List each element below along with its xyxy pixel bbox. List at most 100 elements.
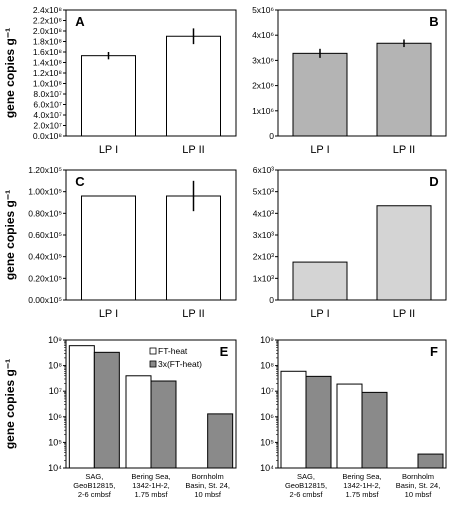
y-tick-label: 10⁷ [261,386,274,396]
x-tick-label: Basin, St. 24, [396,481,441,490]
panel-d: 0 1x10³ 2x10³ 3x10³ 4x10³ 5x10³ 6x10³ D LP I LP I… [253,165,447,320]
panel-a: 0.0x10⁸2.0x10⁷4.0x10⁷6.0x10⁷8.0x10⁷1.0x1… [33,5,237,156]
x-tick-label: 2-6 cmbsf [78,490,112,499]
x-tick-label: GeoB12815, [285,481,327,490]
y-tick-label: 1.20x10⁵ [28,165,62,175]
y-tick-label: 2.0x10⁸ [33,26,63,36]
x-tick-label: SAG, [85,472,103,481]
bar [417,453,444,469]
bar [280,370,307,469]
y-tick-label: 10⁴ [260,463,274,473]
y-tick-label: 5x10⁶ [252,5,274,15]
y-tick-label: 0.60x10⁵ [28,230,62,240]
x-tick-label: 2-6 cmbsf [290,490,324,499]
x-tick-label: Basin, St. 24, [185,481,230,490]
y-tick-label: 10⁹ [260,335,274,345]
bar [361,391,388,469]
legend-label: 3x(FT-heat) [158,359,202,369]
y-tick-label: 4.0x10⁷ [33,110,62,120]
y-tick-label: 1.4x10⁸ [33,58,63,68]
bar [305,375,332,469]
x-tick-label: 1342-1H-2, [132,481,170,490]
panel-letter: D [429,174,438,189]
legend-swatch [149,360,157,368]
panel-c: 0.00x10⁵ 0.20x10⁵ 0.40x10⁵ 0.60x10⁵ 0.80x10⁵… [28,165,237,320]
panel-b: 0 1x10⁶ 2x10⁶ 3x10⁶ 4x10⁶ 5x10⁶ B LP I LP II [252,5,447,156]
y-tick-label: 10⁶ [260,412,274,422]
y-tick-label: 10⁴ [48,463,62,473]
x-tick-label: LP I [310,144,329,156]
y-tick-label: 0 [269,131,274,141]
y-tick-label: 2.4x10⁸ [33,5,63,15]
bar [376,205,432,301]
panel-letter: C [75,174,85,189]
legend-swatch [149,347,157,355]
y-tick-label: 10⁹ [48,335,62,345]
y-tick-label: 2x10³ [253,252,274,262]
y-tick-label: 1x10⁶ [252,106,274,116]
y-tick-label: 10⁵ [260,437,274,447]
y-tick-label: 1.2x10⁸ [33,68,63,78]
y-axis-title: gene copies g⁻¹ [3,28,17,118]
bar [207,413,234,469]
x-tick-label: Bornholm [192,472,224,481]
x-tick-label: Bornholm [402,472,434,481]
y-tick-label: 3x10⁶ [252,55,274,65]
y-axis-title: gene copies g⁻¹ [3,359,17,449]
y-tick-label: 4x10⁶ [252,30,274,40]
x-tick-label: LP II [393,144,415,156]
x-tick-label: LP II [393,308,415,320]
x-tick-label: LP II [182,308,204,320]
panel-letter: A [75,14,85,29]
y-tick-label: 5x10³ [253,187,274,197]
bar [150,380,177,469]
bar [81,55,136,137]
x-tick-label: 1342-1H-2, [343,481,381,490]
y-tick-label: 1.0x10⁸ [33,79,63,89]
x-tick-label: Bering Sea, [131,472,170,481]
y-tick-label: 0 [269,295,274,305]
y-tick-label: 6.0x10⁷ [33,100,62,110]
panel-letter: F [430,344,438,359]
y-tick-label: 4x10³ [253,208,274,218]
y-tick-label: 2.0x10⁷ [33,121,62,131]
y-tick-label: 6x10³ [253,165,274,175]
x-tick-label: 1.75 mbsf [135,490,169,499]
y-tick-label: 1.00x10⁵ [28,187,62,197]
y-tick-label: 10⁶ [48,412,62,422]
x-tick-label: GeoB12815, [73,481,115,490]
y-tick-label: 0.00x10⁵ [28,295,62,305]
y-tick-label: 8.0x10⁷ [33,89,62,99]
y-tick-label: 1.8x10⁸ [33,37,63,47]
bar [292,52,348,137]
x-tick-label: 10 mbsf [405,490,433,499]
y-tick-label: 10⁷ [49,386,62,396]
y-tick-label: 3x10³ [253,230,274,240]
y-tick-label: 1.6x10⁸ [33,47,63,57]
bar [336,383,363,469]
bar [166,35,221,137]
y-tick-label: 10⁸ [260,361,274,371]
y-tick-label: 1x10³ [253,273,274,283]
plot-frame [277,9,447,137]
y-tick-label: 0.20x10⁵ [28,273,62,283]
x-tick-label: LP I [99,144,118,156]
x-tick-label: 10 mbsf [194,490,222,499]
x-tick-label: LP I [310,308,329,320]
y-tick-label: 10⁵ [48,437,62,447]
x-tick-label: Bering Sea, [342,472,381,481]
y-tick-label: 0.40x10⁵ [28,252,62,262]
y-tick-label: 0.0x10⁸ [33,131,63,141]
y-tick-label: 10⁸ [48,361,62,371]
panel-e: 10⁴ 10⁵ 10⁶ 10⁷ 10⁸ 10⁹ E SAG,GeoB12815,2-6 cmb… [48,335,237,499]
x-tick-label: LP I [99,308,118,320]
y-axis-title: gene copies g⁻¹ [3,190,17,280]
panel-letter: B [429,14,438,29]
bar [292,261,348,301]
y-tick-label: 2.2x10⁸ [33,16,63,26]
x-tick-label: 1.75 mbsf [346,490,380,499]
bar [68,345,95,469]
y-tick-label: 0.80x10⁵ [28,208,62,218]
